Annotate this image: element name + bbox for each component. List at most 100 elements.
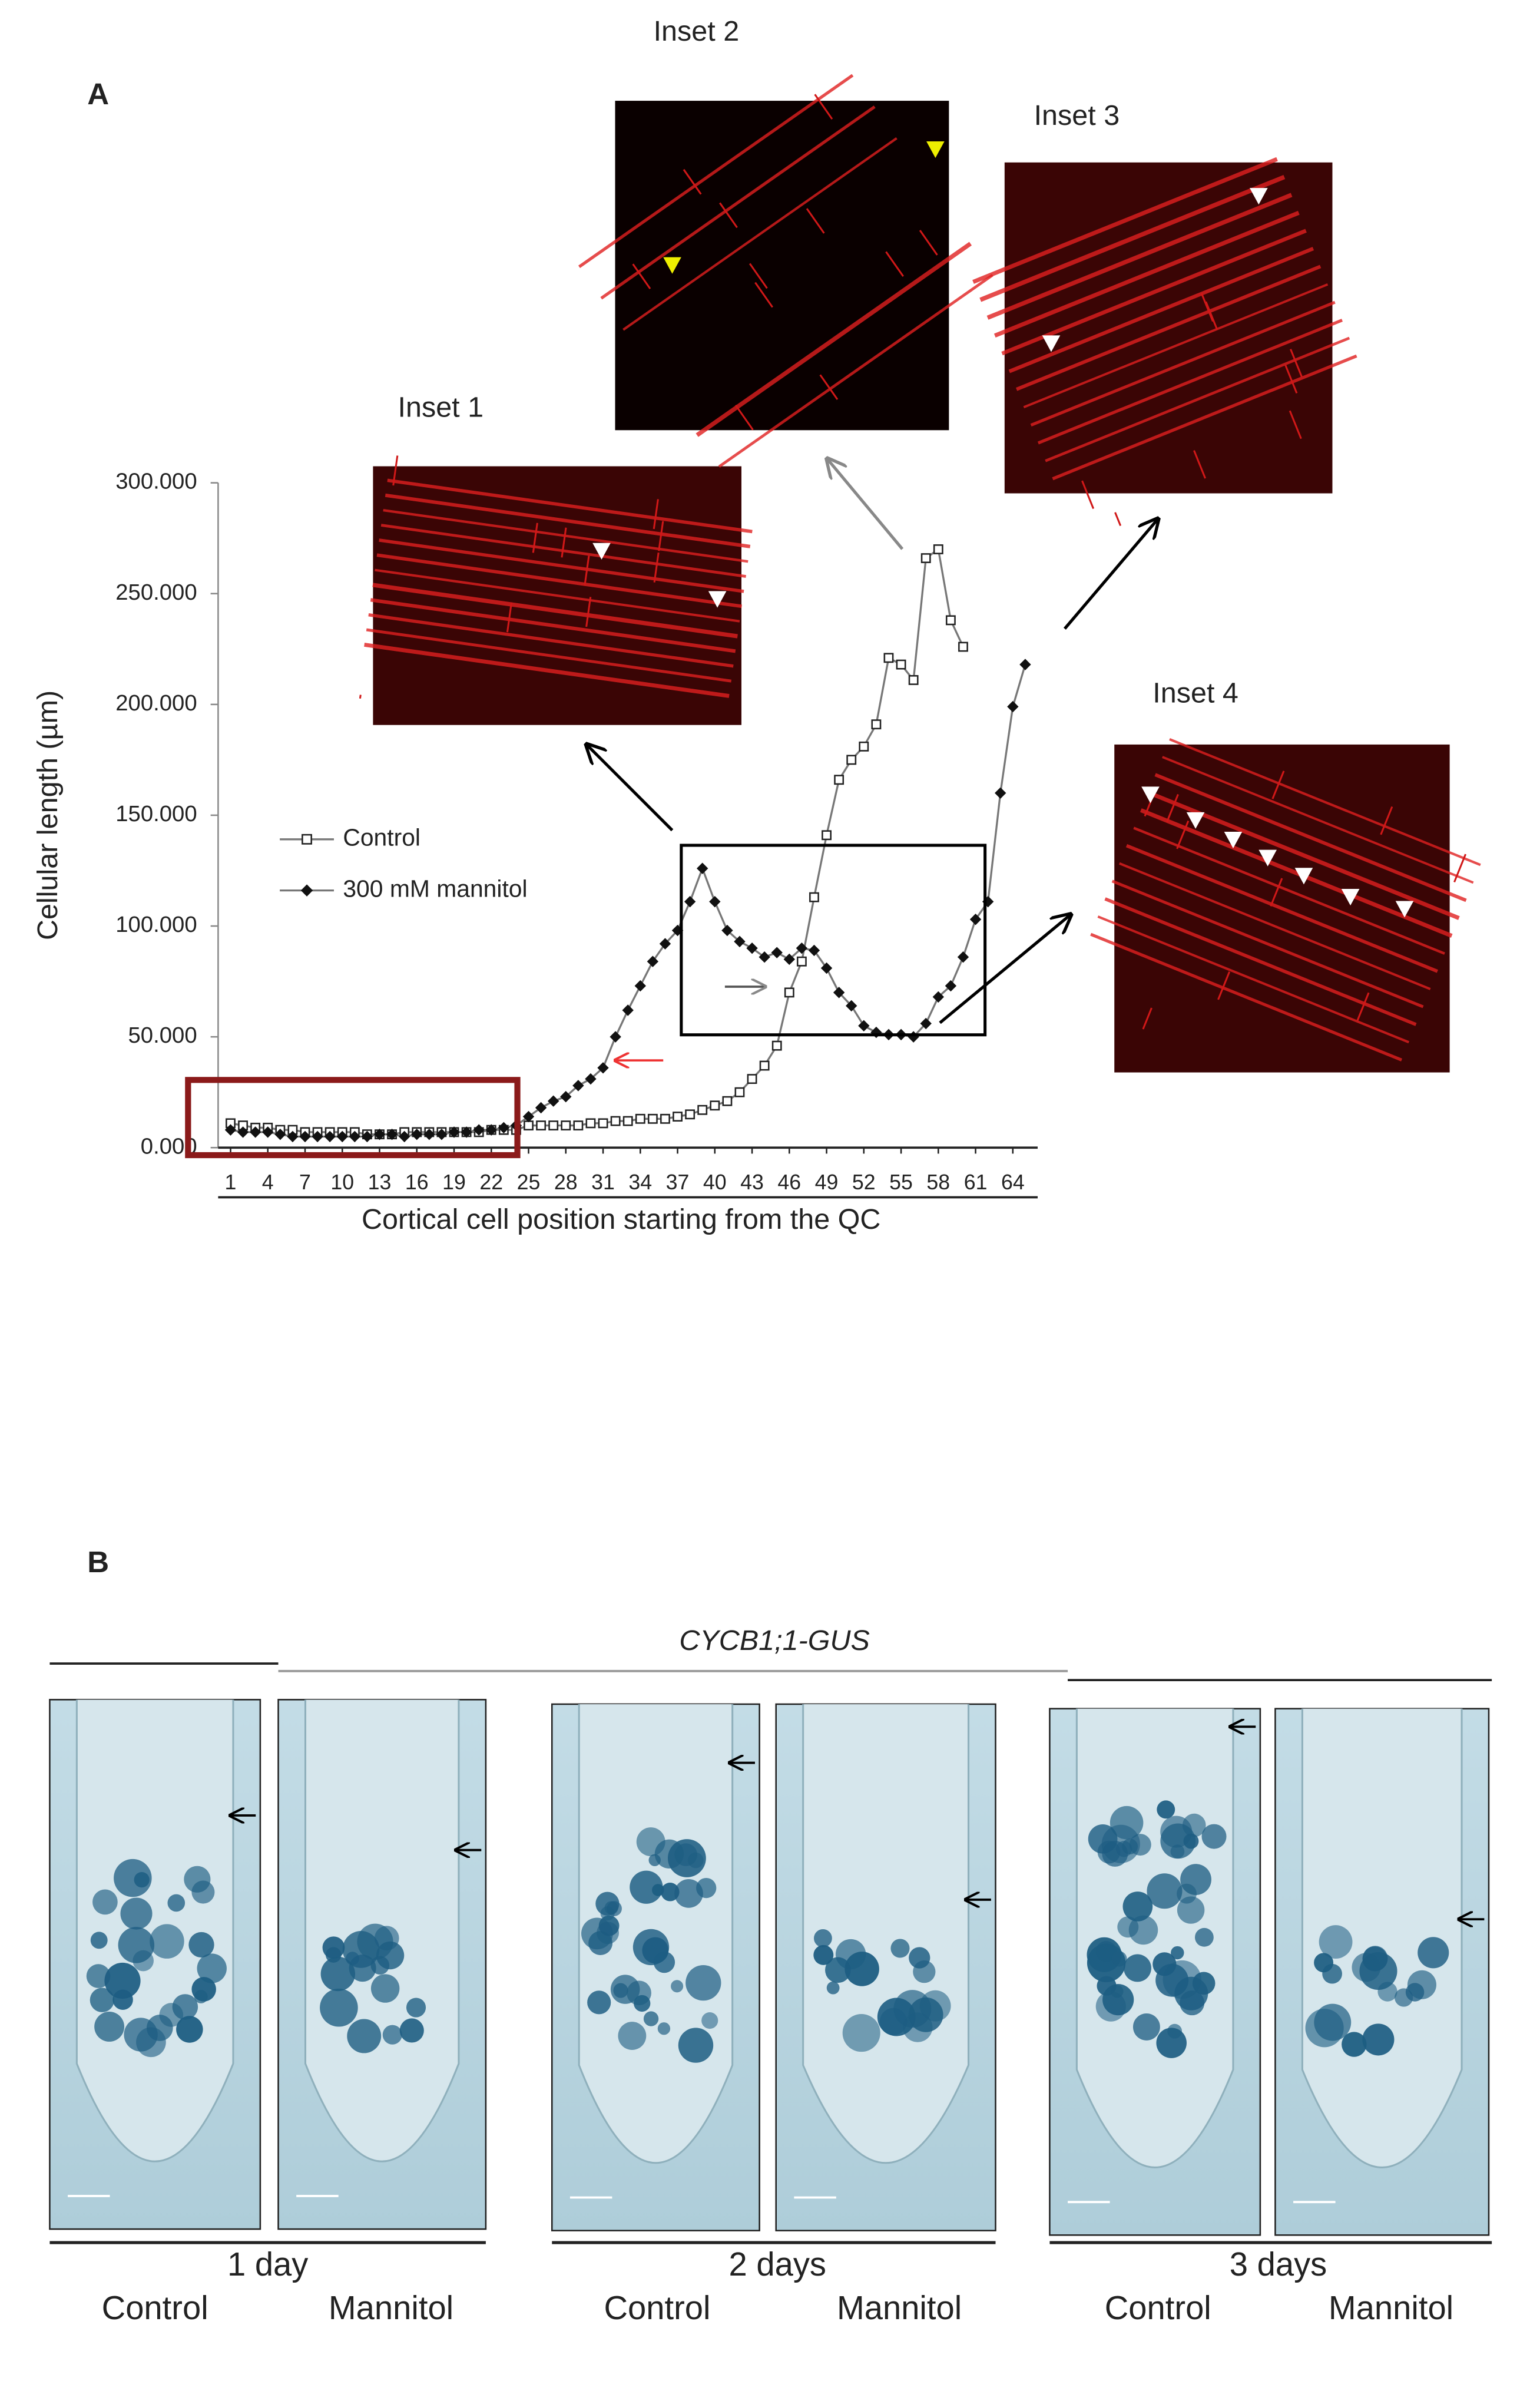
marker — [448, 1126, 460, 1138]
gus-stain — [124, 2018, 158, 2052]
condition-label: Control — [604, 2289, 710, 2326]
wall — [392, 455, 399, 486]
x-tick-label: 43 — [740, 1170, 764, 1194]
gus-stain — [879, 2008, 908, 2035]
marker — [336, 1130, 348, 1143]
x-tick-label: 25 — [517, 1170, 541, 1194]
marker — [659, 938, 671, 950]
marker — [461, 1126, 472, 1138]
marker — [673, 1112, 683, 1122]
marker — [710, 1100, 720, 1111]
highlight-box — [680, 844, 987, 1037]
wall — [1356, 992, 1370, 1021]
gus-stain — [1177, 1896, 1205, 1924]
marker — [808, 944, 820, 957]
y-tick-label: 50.000 — [128, 1023, 197, 1048]
marker — [722, 1096, 733, 1106]
gus-stain — [114, 1858, 152, 1897]
marker — [820, 962, 833, 974]
insets: Inset 1 Inset 2 Inset 3 Inset 4 — [356, 15, 1499, 1107]
wall — [1289, 410, 1302, 439]
gus-stain — [134, 1871, 150, 1888]
marker — [274, 1128, 286, 1140]
marker — [398, 1130, 410, 1143]
legend-marker — [300, 884, 313, 897]
panel-label: A — [87, 77, 109, 111]
marker — [299, 1130, 311, 1143]
marker — [598, 1118, 608, 1129]
marker — [436, 1128, 448, 1140]
gus-stain — [1342, 2032, 1367, 2057]
x-tick-label: 7 — [299, 1170, 311, 1194]
gus-stain — [1102, 1841, 1128, 1867]
arrowhead — [1395, 901, 1414, 918]
gus-stain — [346, 1952, 359, 1965]
marker — [473, 1124, 485, 1136]
gus-stain — [150, 1924, 184, 1959]
marker — [759, 1060, 770, 1071]
wall — [653, 552, 660, 583]
marker — [1019, 659, 1031, 670]
marker — [920, 1017, 932, 1030]
gus-stain — [688, 1852, 704, 1869]
marker — [858, 1020, 870, 1032]
gus-stain — [701, 2012, 718, 2029]
gus-stain — [1095, 1991, 1126, 2022]
marker — [423, 1128, 435, 1140]
wall — [1114, 512, 1128, 541]
gus-stain — [908, 1997, 943, 2032]
arrowhead — [926, 141, 945, 158]
arrowhead — [1294, 868, 1313, 885]
wall — [1453, 854, 1467, 882]
y-tick-label: 100.000 — [115, 912, 197, 937]
arrowhead — [663, 257, 681, 274]
gus-stain — [674, 1879, 703, 1908]
gus-stain — [814, 1929, 832, 1947]
marker — [958, 641, 968, 652]
pointer-arrow — [939, 914, 1071, 1024]
pointer-arrow — [827, 459, 904, 550]
wall — [632, 263, 651, 289]
wall — [1205, 301, 1218, 330]
legend-label: 300 mM mannitol — [343, 875, 527, 902]
gus-stain — [1362, 1946, 1387, 1972]
legend-marker — [302, 834, 312, 845]
wall — [819, 374, 839, 401]
x-tick-label: 28 — [554, 1170, 578, 1194]
gus-stain — [1111, 1951, 1127, 1967]
gus-stain — [1155, 1963, 1189, 1997]
wall — [1217, 971, 1231, 1000]
x-tick-label: 61 — [964, 1170, 988, 1194]
gus-stain — [347, 2019, 382, 2053]
marker — [498, 1122, 510, 1134]
marker — [312, 1130, 323, 1143]
arrowhead — [1042, 335, 1061, 352]
marker — [610, 1031, 621, 1043]
gus-stain — [1314, 1953, 1334, 1973]
x-tick-label: 1 — [225, 1170, 237, 1194]
x-tick-label: 58 — [926, 1170, 950, 1194]
marker — [721, 924, 733, 937]
wall — [812, 551, 816, 581]
x-tick-label: 10 — [330, 1170, 354, 1194]
gus-stain — [909, 1947, 930, 1969]
y-tick-label: 250.000 — [115, 580, 197, 605]
arrowhead — [1259, 849, 1277, 867]
condition-label: Control — [102, 2289, 208, 2326]
condition-label: Mannitol — [837, 2289, 962, 2326]
wall — [734, 404, 754, 431]
highlight-box — [185, 1077, 521, 1159]
inset-label: Inset 1 — [398, 391, 484, 423]
marker — [796, 942, 808, 954]
marker — [846, 755, 857, 765]
wall — [356, 552, 758, 640]
root-outline — [802, 1704, 970, 2164]
x-tick-label: 16 — [405, 1170, 429, 1194]
gus-stain — [1132, 2013, 1160, 2041]
gus-stain — [1377, 1982, 1397, 2002]
arrowhead — [1250, 188, 1268, 205]
gus-stain — [890, 1939, 910, 1958]
marker — [709, 895, 721, 908]
gus-stain — [1305, 2009, 1344, 2048]
wall — [575, 297, 595, 324]
